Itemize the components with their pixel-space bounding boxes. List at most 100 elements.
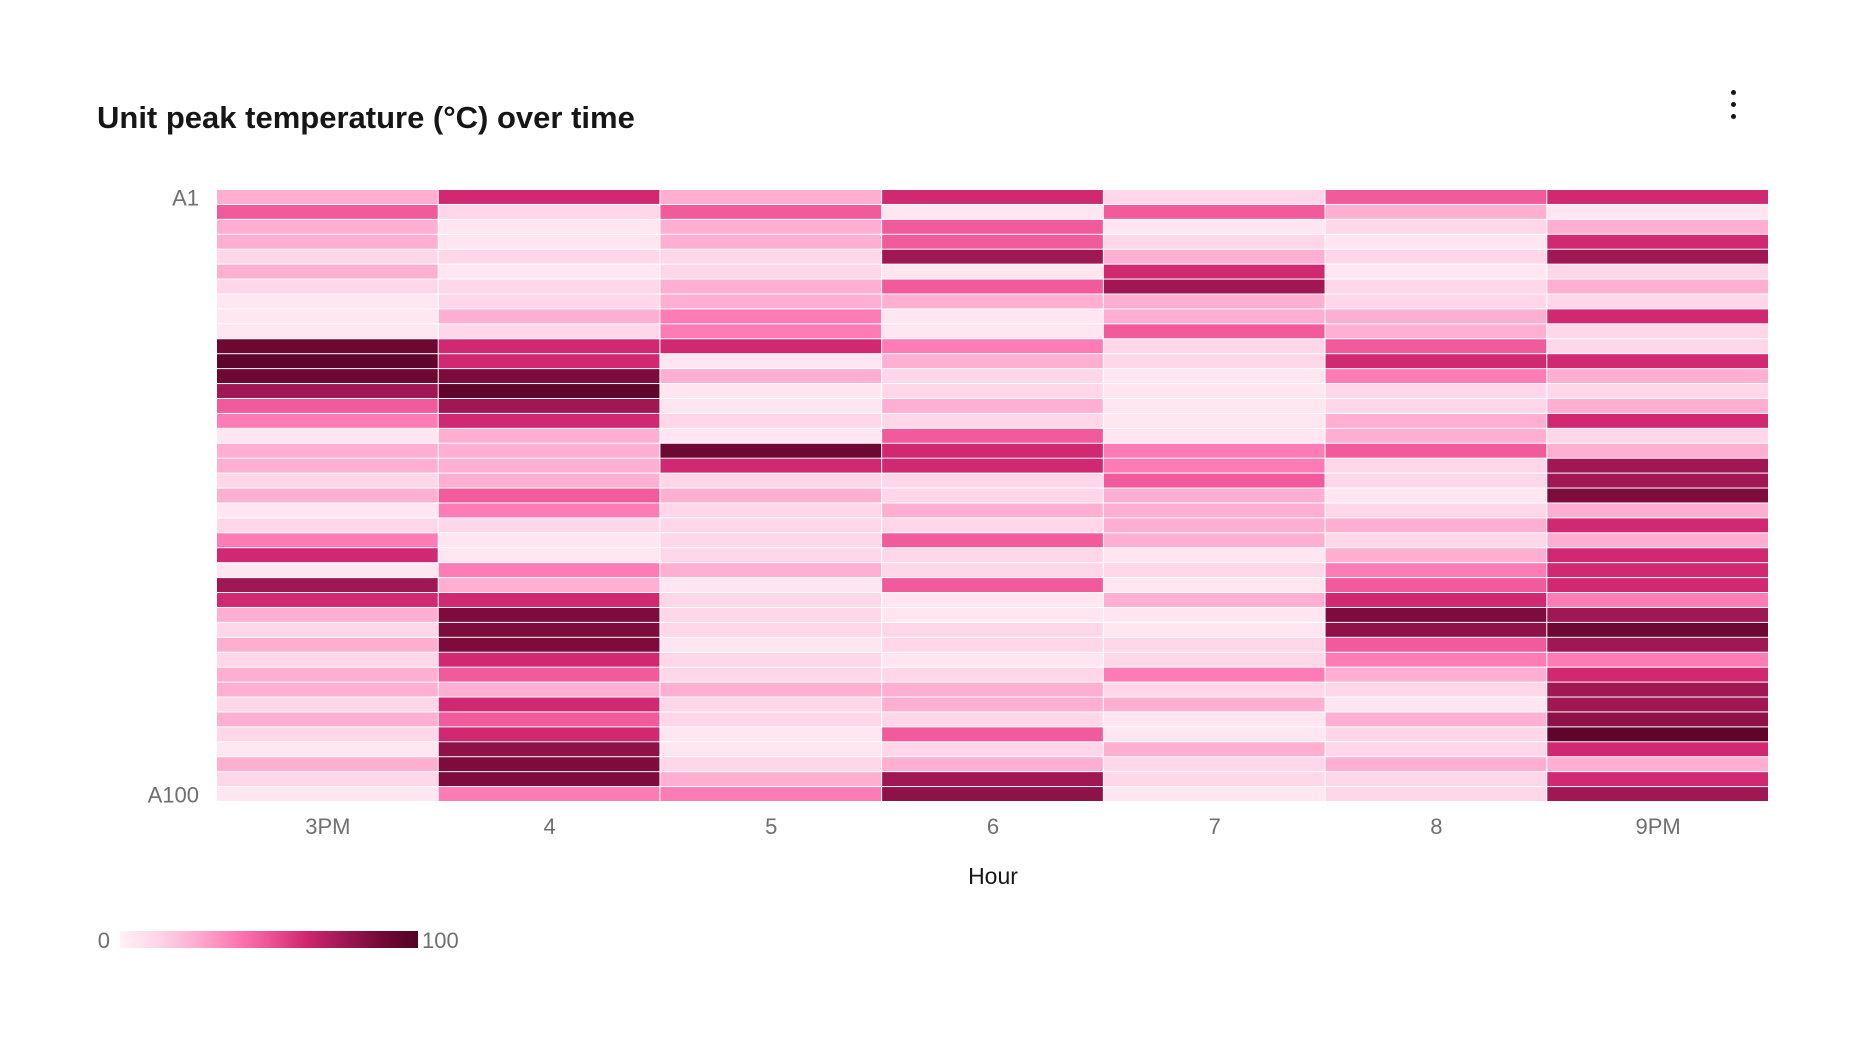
heatmap-cell — [660, 667, 882, 682]
heatmap-cell — [438, 563, 660, 578]
heatmap-cell — [438, 593, 660, 607]
heatmap-cell — [660, 518, 882, 533]
heatmap-cell — [660, 563, 882, 578]
heatmap-cell — [1103, 443, 1325, 458]
heatmap-cell — [217, 443, 438, 458]
heatmap-cell — [1547, 637, 1768, 652]
heatmap-cell — [660, 787, 882, 801]
heatmap-cell — [438, 757, 660, 772]
heatmap-cell — [1103, 398, 1325, 413]
heatmap-cell — [1325, 294, 1547, 309]
heatmap-cell — [1547, 249, 1768, 264]
heatmap-cell — [882, 428, 1103, 443]
heatmap-cell — [660, 742, 882, 757]
heatmap-cell — [882, 787, 1103, 801]
heatmap-cell — [1547, 563, 1768, 578]
heatmap-cell — [882, 204, 1103, 219]
heatmap-cell — [1547, 652, 1768, 667]
heatmap-cell — [1325, 324, 1547, 339]
heatmap-cell — [438, 712, 660, 727]
heatmap-cell — [1103, 697, 1325, 712]
heatmap-cell — [438, 443, 660, 458]
y-tick-label: A1 — [172, 186, 199, 211]
heatmap-cell — [882, 279, 1103, 294]
heatmap-cell — [438, 682, 660, 697]
heatmap-cell — [882, 369, 1103, 384]
heatmap-cell — [882, 398, 1103, 413]
heatmap-cell — [1325, 518, 1547, 533]
heatmap-cell — [1325, 742, 1547, 757]
heatmap-cell — [1103, 622, 1325, 637]
heatmap-cell — [1325, 578, 1547, 593]
heatmap-cell — [1325, 712, 1547, 727]
y-axis-ticks: A1 A100 — [148, 186, 199, 808]
heatmap-cell — [1103, 607, 1325, 622]
heatmap-cell — [1325, 563, 1547, 578]
heatmap-cell — [1547, 757, 1768, 772]
heatmap-cell — [1103, 593, 1325, 607]
heatmap-cell — [1103, 339, 1325, 354]
heatmap-cell — [660, 234, 882, 249]
heatmap-cell — [1325, 234, 1547, 249]
heatmap-cell — [1547, 593, 1768, 607]
heatmap-cell — [1325, 682, 1547, 697]
heatmap-cell — [217, 488, 438, 503]
heatmap-cell — [660, 652, 882, 667]
heatmap-cell — [660, 578, 882, 593]
heatmap-cell — [217, 772, 438, 787]
x-tick-label: 9PM — [1635, 814, 1680, 839]
heatmap-cell — [1325, 593, 1547, 607]
heatmap-cell — [1547, 667, 1768, 682]
heatmap-cell — [217, 578, 438, 593]
heatmap-cell — [217, 742, 438, 757]
heatmap-cell — [217, 697, 438, 712]
heatmap-cell — [660, 309, 882, 324]
heatmap-cell — [1547, 309, 1768, 324]
heatmap-cell — [217, 384, 438, 398]
heatmap-cell — [660, 593, 882, 607]
heatmap-cell — [1325, 398, 1547, 413]
heatmap-cell — [882, 533, 1103, 548]
heatmap-cell — [1103, 354, 1325, 369]
heatmap-cell — [1325, 384, 1547, 398]
heatmap-cell — [1103, 727, 1325, 742]
heatmap-cell — [660, 637, 882, 652]
heatmap-cell — [438, 249, 660, 264]
heatmap-cell — [660, 384, 882, 398]
y-tick-label: A100 — [148, 783, 199, 808]
heatmap-cell — [217, 563, 438, 578]
heatmap-cell — [1325, 772, 1547, 787]
heatmap-cell — [660, 324, 882, 339]
chart-title: Unit peak temperature (°C) over time — [97, 100, 635, 135]
heatmap-cell — [882, 518, 1103, 533]
heatmap-cell — [438, 384, 660, 398]
heatmap-cell — [438, 697, 660, 712]
heatmap-cell — [1325, 652, 1547, 667]
heatmap-cell — [1103, 682, 1325, 697]
heatmap-cell — [882, 413, 1103, 428]
heatmap-cell — [660, 458, 882, 473]
heatmap-cell — [1547, 339, 1768, 354]
heatmap-cell — [660, 503, 882, 518]
heatmap-cell — [660, 264, 882, 279]
heatmap-cell — [882, 294, 1103, 309]
legend-max-label: 100 — [422, 928, 459, 953]
heatmap-cell — [1325, 488, 1547, 503]
legend-gradient-bar — [120, 931, 418, 948]
heatmap-cell — [438, 309, 660, 324]
heatmap-cell — [882, 682, 1103, 697]
heatmap-cell — [217, 204, 438, 219]
heatmap-cell — [1103, 279, 1325, 294]
heatmap-cell — [1325, 309, 1547, 324]
overflow-menu-button[interactable] — [1712, 80, 1756, 130]
heatmap-cell — [438, 667, 660, 682]
heatmap-cell — [1547, 622, 1768, 637]
heatmap-cell — [882, 354, 1103, 369]
heatmap-cell — [1325, 727, 1547, 742]
heatmap-cell — [882, 324, 1103, 339]
heatmap-cell — [1103, 294, 1325, 309]
heatmap-cell — [882, 593, 1103, 607]
heatmap-cell — [1547, 682, 1768, 697]
heatmap-cell — [1103, 369, 1325, 384]
heatmap-cell — [882, 473, 1103, 488]
